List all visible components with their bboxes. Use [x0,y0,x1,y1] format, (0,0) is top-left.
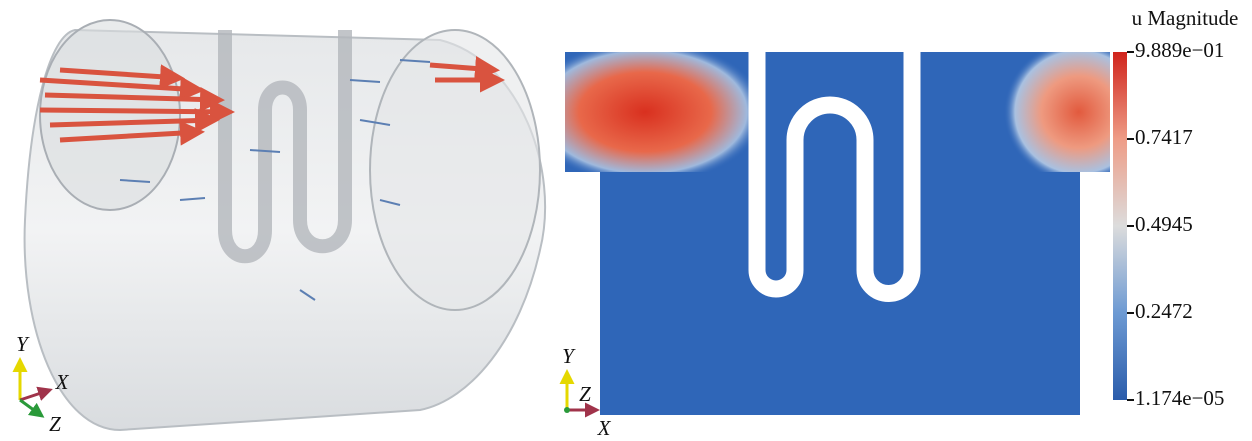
colorbar-title: u Magnitude [1132,6,1239,30]
axis-label: Z [579,382,591,406]
axis-label: X [597,416,612,440]
cylinder-view [25,20,546,430]
z-axis-arrow [20,400,42,416]
axis-label: Z [49,412,61,436]
axis-label: Y [562,344,576,368]
axis-label: X [55,370,70,394]
colorbar-tick-label: 1.174e−05 [1135,386,1224,410]
colorbar-scale [1113,52,1127,400]
colorbar-tick-label: 9.889e−01 [1135,38,1224,62]
jet-left [565,52,765,172]
figure: Y X Z Y X Z u Magnitude 9.889e−01 0.7417 0… [0,0,1252,441]
cylinder-end [370,30,540,310]
flow-field [565,52,1110,415]
jet-right [985,52,1110,172]
colorbar-tick-label: 0.2472 [1135,299,1193,323]
colorbar-tick-label: 0.4945 [1135,212,1193,236]
colorbar: u Magnitude 9.889e−01 0.7417 0.4945 0.2472 1… [1113,6,1238,410]
cylinder-end [40,20,180,210]
axis-label: Y [16,332,30,356]
z-axis-arrow [564,407,570,413]
x-axis-arrow [20,390,50,400]
colorbar-tick-label: 0.7417 [1135,125,1193,149]
